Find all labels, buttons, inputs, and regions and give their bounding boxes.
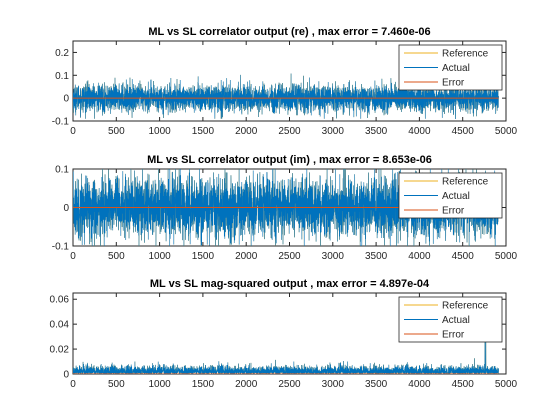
y-tick-label: 0.2 (55, 48, 69, 59)
legend: Reference Actual Error (398, 296, 503, 343)
x-tick-label: 0 (70, 126, 76, 137)
chart-title: ML vs SL correlator output (re) , max er… (148, 26, 430, 38)
subplot-2: ML vs SL correlator output (im) , max er… (52, 154, 518, 262)
y-tick-label: 0.02 (50, 345, 70, 356)
subplot-1: ML vs SL correlator output (re) , max er… (52, 26, 518, 137)
x-tick-label: 4500 (452, 126, 475, 137)
x-tick-label: 4000 (408, 379, 431, 390)
legend-label: Error (442, 78, 465, 89)
y-tick-label: -0.1 (52, 117, 70, 128)
legend-label: Actual (442, 63, 470, 74)
x-tick-label: 1500 (192, 126, 215, 137)
x-tick-label: 5000 (495, 251, 518, 262)
x-tick-label: 3500 (365, 251, 388, 262)
y-tick-label: 0 (63, 94, 69, 105)
y-tick-label: 0 (63, 203, 69, 214)
x-tick-label: 0 (70, 251, 76, 262)
x-tick-label: 1000 (148, 126, 171, 137)
x-tick-label: 3000 (322, 251, 345, 262)
legend: Reference Actual Error (398, 172, 503, 219)
x-tick-label: 1000 (148, 379, 171, 390)
chart-title: ML vs SL mag-squared output , max error … (150, 278, 430, 290)
y-tick-label: 0.1 (55, 165, 69, 176)
legend-label: Reference (442, 49, 489, 60)
x-tick-label: 2500 (278, 251, 301, 262)
x-tick-label: 2000 (235, 126, 258, 137)
x-tick-label: 3500 (365, 126, 388, 137)
y-tick-label: -0.1 (52, 242, 70, 253)
legend-label: Reference (442, 301, 489, 312)
x-tick-label: 4500 (452, 251, 475, 262)
x-tick-label: 3000 (322, 379, 345, 390)
x-tick-label: 2500 (278, 379, 301, 390)
legend-label: Actual (442, 315, 470, 326)
x-tick-label: 500 (108, 251, 125, 262)
x-tick-label: 2000 (235, 379, 258, 390)
x-tick-label: 0 (70, 379, 76, 390)
legend-label: Reference (442, 177, 489, 188)
x-tick-label: 500 (108, 379, 125, 390)
x-tick-label: 1500 (192, 379, 215, 390)
legend-label: Error (442, 330, 465, 341)
x-tick-label: 4000 (408, 126, 431, 137)
x-tick-label: 2500 (278, 126, 301, 137)
legend: Reference Actual Error (398, 44, 503, 91)
x-tick-label: 1500 (192, 251, 215, 262)
x-tick-label: 1000 (148, 251, 171, 262)
x-tick-label: 3500 (365, 379, 388, 390)
x-tick-label: 5000 (495, 126, 518, 137)
y-tick-label: 0.06 (50, 295, 70, 306)
chart-title: ML vs SL correlator output (im) , max er… (147, 154, 432, 166)
y-tick-label: 0 (63, 370, 69, 381)
x-tick-label: 500 (108, 126, 125, 137)
x-tick-label: 4500 (452, 379, 475, 390)
x-tick-label: 3000 (322, 126, 345, 137)
y-tick-label: 0.1 (55, 71, 69, 82)
subplot-3: ML vs SL mag-squared output , max error … (50, 278, 518, 390)
x-tick-label: 2000 (235, 251, 258, 262)
x-tick-label: 4000 (408, 251, 431, 262)
y-tick-label: 0.04 (50, 320, 70, 331)
x-tick-label: 5000 (495, 379, 518, 390)
legend-label: Actual (442, 191, 470, 202)
legend-label: Error (442, 206, 465, 217)
